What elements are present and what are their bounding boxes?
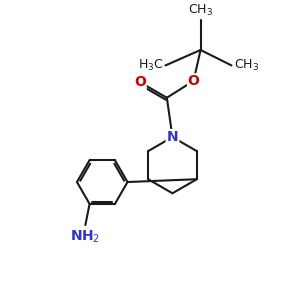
Text: H$_3$C: H$_3$C bbox=[138, 58, 163, 73]
Text: O: O bbox=[134, 75, 146, 89]
Text: CH$_3$: CH$_3$ bbox=[234, 58, 259, 73]
Text: N: N bbox=[167, 130, 178, 144]
Text: CH$_3$: CH$_3$ bbox=[188, 3, 213, 18]
Text: O: O bbox=[188, 74, 200, 88]
Text: NH$_2$: NH$_2$ bbox=[70, 228, 100, 245]
